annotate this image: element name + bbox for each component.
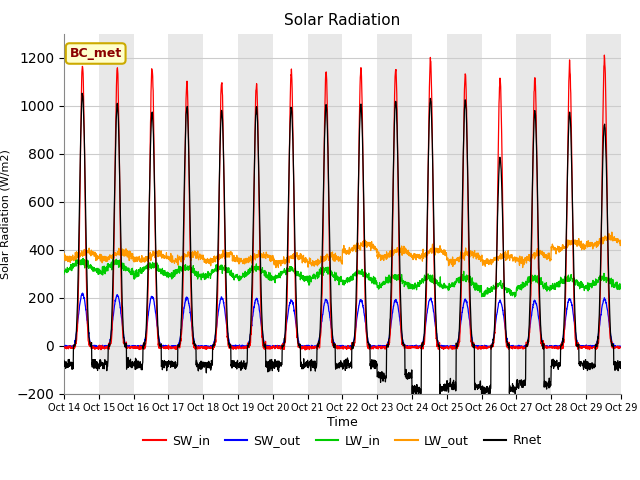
LW_out [510,257,518,263]
SW_out [617,344,625,349]
Rnet [510,386,518,392]
LW_out [541,252,549,258]
Bar [516,34,551,394]
SW_out [376,343,384,348]
LW_in [116,264,124,270]
LW_in [376,284,384,289]
LW_out [272,265,280,271]
SW_out [116,303,124,309]
SW_out [100,345,108,351]
SW_in [376,344,384,350]
Line: SW_in: SW_in [64,55,621,350]
Bar [586,34,621,394]
LW_in [617,285,625,291]
Bar [238,34,273,394]
Line: SW_out: SW_out [64,293,621,348]
SW_in [600,52,608,58]
Rnet [116,180,124,186]
SW_in [60,345,68,350]
Rnet [78,90,86,96]
LW_in [236,273,244,279]
LW_out [116,252,124,258]
LW_out [376,252,384,257]
Rnet [60,358,68,363]
SW_in [116,173,124,179]
X-axis label: Time: Time [327,416,358,429]
Line: Rnet: Rnet [64,93,621,396]
LW_in [609,278,617,284]
Rnet [542,379,550,384]
Text: BC_met: BC_met [70,47,122,60]
SW_out [60,344,68,349]
LW_out [236,255,244,261]
SW_out [236,344,244,349]
Rnet [481,393,488,398]
LW_out [609,236,617,242]
Y-axis label: Solar Radiation (W/m2): Solar Radiation (W/m2) [1,149,11,278]
Bar [308,34,342,394]
Rnet [236,360,244,365]
Rnet [617,360,625,366]
SW_in [510,343,518,349]
LW_out [608,229,616,235]
LW_in [79,255,87,261]
SW_in [236,345,244,350]
LW_in [510,291,518,297]
Line: LW_out: LW_out [64,232,621,268]
LW_in [511,294,518,300]
Bar [168,34,204,394]
Bar [377,34,412,394]
LW_in [60,271,68,277]
SW_in [541,345,549,350]
Title: Solar Radiation: Solar Radiation [284,13,401,28]
SW_in [301,347,309,353]
SW_out [510,344,518,350]
Bar [447,34,481,394]
Legend: SW_in, SW_out, LW_in, LW_out, Rnet: SW_in, SW_out, LW_in, LW_out, Rnet [138,429,547,452]
SW_in [617,345,625,350]
Line: LW_in: LW_in [64,258,621,297]
Rnet [376,370,384,376]
LW_out [60,256,68,262]
Rnet [609,342,617,348]
LW_out [617,239,625,245]
SW_out [609,342,617,348]
SW_in [609,345,617,350]
Bar [99,34,134,394]
SW_out [79,290,86,296]
LW_in [542,282,550,288]
SW_out [542,343,550,349]
